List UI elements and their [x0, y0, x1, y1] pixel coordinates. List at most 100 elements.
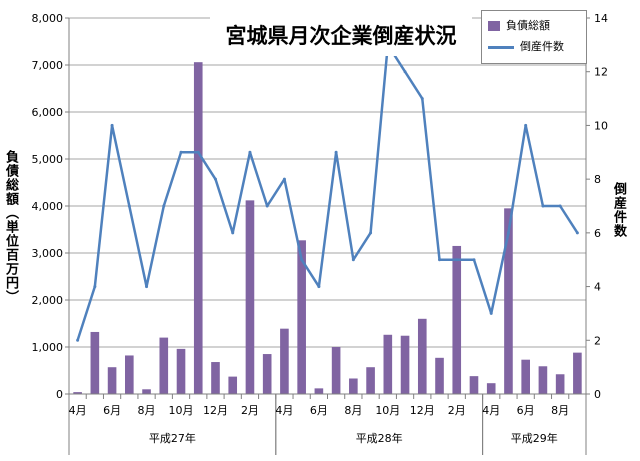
legend: 負債総額 倒産件数 — [481, 10, 587, 64]
line-point — [524, 123, 528, 127]
bar — [228, 376, 238, 394]
bar — [573, 352, 582, 394]
line-point — [110, 123, 114, 127]
line-point — [145, 285, 149, 289]
bar-series — [73, 62, 582, 395]
line-point — [334, 150, 338, 154]
bar — [417, 318, 427, 394]
bar — [400, 335, 410, 394]
y-left-tick-label: 3,000 — [32, 247, 64, 260]
x-tick-label: 12月 — [410, 404, 435, 417]
x-tick-label: 6月 — [310, 404, 328, 417]
line-point — [248, 150, 252, 154]
legend-item-line: 倒産件数 — [488, 38, 564, 56]
y-left-tick-label: 8,000 — [32, 12, 64, 25]
y-left-tick-labels: 0 1,000 2,000 3,000 4,000 5,000 6,000 7,000 8,00… — [32, 12, 64, 401]
x-tick-label: 12月 — [203, 404, 228, 417]
gridlines — [69, 17, 586, 348]
legend-bar-swatch — [488, 21, 500, 31]
line-point — [438, 258, 442, 262]
bar — [504, 208, 513, 394]
x-tick-label: 6月 — [517, 404, 535, 417]
y-left-tick-label: 7,000 — [32, 59, 64, 72]
line-point — [472, 258, 476, 262]
legend-item-bar: 負債総額 — [488, 17, 550, 35]
x-tick-label: 6月 — [103, 404, 121, 417]
line-point — [351, 258, 355, 262]
x-tick-label: 2月 — [448, 404, 466, 417]
bar — [211, 362, 220, 394]
y-left-tick-label: 6,000 — [32, 106, 64, 119]
legend-bar-label: 負債総額 — [506, 19, 550, 32]
bar — [452, 245, 462, 394]
bar — [90, 331, 100, 394]
x-group-label: 平成27年 — [149, 431, 196, 445]
line-point — [558, 204, 562, 208]
y-right-tick-label: 0 — [594, 388, 601, 401]
line-series — [76, 43, 579, 342]
bar — [125, 355, 134, 394]
line-point — [489, 311, 493, 315]
axes — [65, 17, 590, 455]
bar — [383, 334, 393, 394]
legend-line-label: 倒産件数 — [520, 40, 564, 53]
y-right-tick-label: 12 — [594, 66, 608, 79]
x-tick-label: 10月 — [375, 404, 400, 417]
line-point — [403, 70, 407, 74]
y-right-tick-label: 6 — [594, 227, 601, 240]
y-right-tick-label: 8 — [594, 173, 601, 186]
bar — [245, 200, 255, 394]
bar — [107, 367, 117, 394]
bar — [469, 376, 479, 394]
y-right-tick-labels: 0 2 4 6 8 10 12 14 — [594, 12, 608, 401]
chart-title: 宮城県月次企業倒産状況 — [210, 16, 472, 56]
line-point — [506, 231, 510, 235]
line-point — [231, 231, 235, 235]
line-point — [127, 204, 131, 208]
bar — [142, 389, 151, 394]
line-point — [317, 285, 321, 289]
x-tick-label: 4月 — [69, 404, 87, 417]
x-tick-label: 8月 — [551, 404, 569, 417]
y-axis-right-label: 倒産件数 — [611, 182, 626, 238]
x-tick-labels: 4月 6月 8月 10月 12月 2月 4月 6月 8月 10月 12月 2月 4月 6月 8月 — [69, 404, 570, 417]
bar — [193, 62, 203, 395]
x-tick-label: 2月 — [241, 404, 259, 417]
x-tick-label: 4月 — [275, 404, 293, 417]
line-point — [265, 204, 269, 208]
line-point — [420, 97, 424, 101]
line-point — [93, 285, 97, 289]
line-point — [196, 150, 200, 154]
x-tick-label: 10月 — [169, 404, 194, 417]
bar — [555, 374, 565, 394]
line-point — [162, 204, 166, 208]
x-tick-label: 8月 — [344, 404, 362, 417]
bar — [435, 357, 444, 394]
bar — [521, 359, 530, 394]
legend-line-swatch — [488, 45, 514, 49]
y-right-tick-label: 14 — [594, 12, 608, 25]
bar — [262, 354, 272, 394]
x-group-label: 平成29年 — [511, 431, 558, 445]
line-point — [282, 177, 286, 181]
line-point — [213, 177, 217, 181]
line-point — [455, 258, 459, 262]
x-tick-label: 4月 — [482, 404, 500, 417]
line-point — [179, 150, 183, 154]
x-group-labels: 平成27年 平成28年 平成29年 — [149, 431, 558, 445]
line-path — [76, 43, 579, 341]
y-left-tick-label: 0 — [56, 388, 63, 401]
bar — [297, 240, 306, 394]
line-point — [541, 204, 545, 208]
bar — [366, 367, 375, 394]
y-left-tick-label: 1,000 — [32, 341, 64, 354]
line-point — [369, 231, 373, 235]
y-left-tick-label: 5,000 — [32, 153, 64, 166]
y-left-tick-label: 4,000 — [32, 200, 64, 213]
line-point — [575, 231, 579, 235]
x-group-label: 平成28年 — [356, 431, 403, 445]
bar — [314, 388, 324, 394]
bar — [538, 366, 548, 394]
y-right-tick-label: 4 — [594, 281, 601, 294]
